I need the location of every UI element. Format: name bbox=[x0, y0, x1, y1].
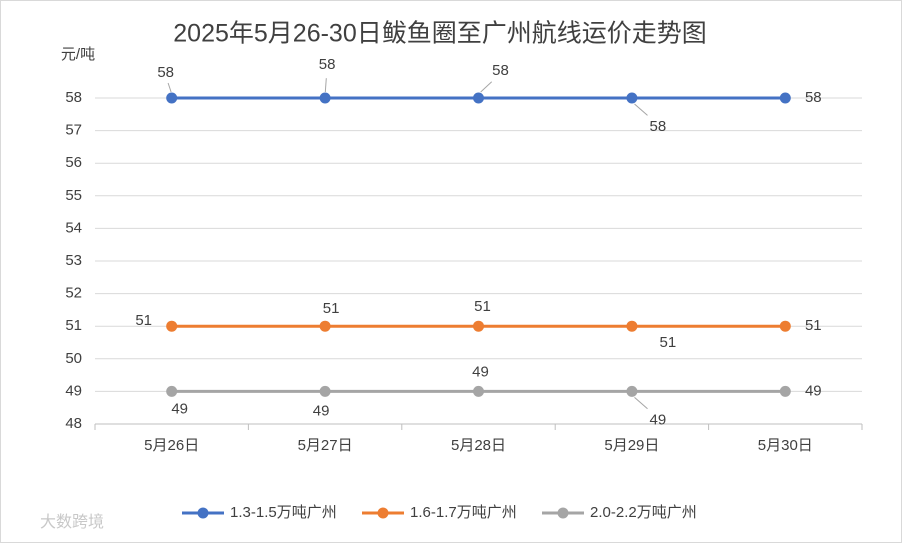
watermark: 大数跨境 bbox=[40, 512, 104, 531]
data-label: 49 bbox=[313, 402, 330, 419]
data-label: 49 bbox=[650, 411, 667, 428]
data-point bbox=[319, 92, 331, 104]
data-label: 49 bbox=[805, 382, 822, 399]
data-point bbox=[473, 385, 484, 397]
x-tick-label: 5月28日 bbox=[451, 437, 506, 454]
x-tick-label: 5月27日 bbox=[298, 437, 353, 454]
legend-marker bbox=[557, 507, 569, 519]
data-point bbox=[166, 92, 178, 104]
data-point bbox=[626, 92, 638, 104]
y-tick-label: 52 bbox=[65, 285, 82, 302]
data-label: 51 bbox=[323, 300, 340, 317]
y-tick-label: 56 bbox=[65, 154, 82, 171]
y-tick-label: 53 bbox=[65, 252, 82, 269]
legend-label: 1.6-1.7万吨广州 bbox=[410, 504, 517, 521]
data-label: 51 bbox=[660, 334, 677, 351]
data-point bbox=[319, 385, 331, 397]
data-point bbox=[319, 320, 331, 332]
data-point bbox=[626, 385, 638, 397]
leader-line bbox=[480, 81, 493, 93]
legend-marker bbox=[197, 507, 209, 519]
y-tick-label: 58 bbox=[65, 89, 82, 106]
data-label: 58 bbox=[650, 118, 667, 135]
leader-line bbox=[634, 103, 648, 116]
data-point bbox=[626, 320, 638, 332]
data-label: 49 bbox=[472, 363, 489, 380]
data-point bbox=[166, 320, 178, 332]
x-tick-label: 5月30日 bbox=[758, 437, 813, 454]
leader-line bbox=[167, 82, 172, 93]
data-point bbox=[779, 320, 791, 332]
data-label: 51 bbox=[474, 298, 491, 315]
legend-marker bbox=[377, 507, 389, 519]
data-point bbox=[166, 385, 178, 397]
leader-line bbox=[634, 397, 648, 410]
data-label: 58 bbox=[492, 62, 509, 79]
leader-line bbox=[324, 78, 327, 93]
data-point bbox=[473, 320, 484, 332]
data-label: 58 bbox=[319, 56, 336, 73]
data-label: 49 bbox=[171, 400, 188, 417]
data-label: 51 bbox=[135, 312, 152, 329]
x-tick-label: 5月29日 bbox=[604, 437, 659, 454]
data-point bbox=[473, 92, 484, 104]
legend-label: 2.0-2.2万吨广州 bbox=[590, 504, 697, 521]
data-point bbox=[779, 385, 791, 397]
chart-title: 2025年5月26-30日鲅鱼圈至广州航线运价走势图 bbox=[173, 20, 706, 48]
y-tick-label: 57 bbox=[65, 122, 82, 139]
y-tick-label: 48 bbox=[65, 415, 82, 432]
legend-label: 1.3-1.5万吨广州 bbox=[230, 504, 337, 521]
data-label: 58 bbox=[157, 64, 174, 81]
y-tick-label: 51 bbox=[65, 317, 82, 334]
y-tick-label: 54 bbox=[65, 219, 82, 236]
y-tick-label: 50 bbox=[65, 350, 82, 367]
data-label: 51 bbox=[805, 317, 822, 334]
y-axis-label: 元/吨 bbox=[61, 46, 95, 63]
y-tick-label: 49 bbox=[65, 382, 82, 399]
y-tick-label: 55 bbox=[65, 187, 82, 204]
data-label: 58 bbox=[805, 89, 822, 106]
data-point bbox=[779, 92, 791, 104]
x-tick-label: 5月26日 bbox=[144, 437, 199, 454]
